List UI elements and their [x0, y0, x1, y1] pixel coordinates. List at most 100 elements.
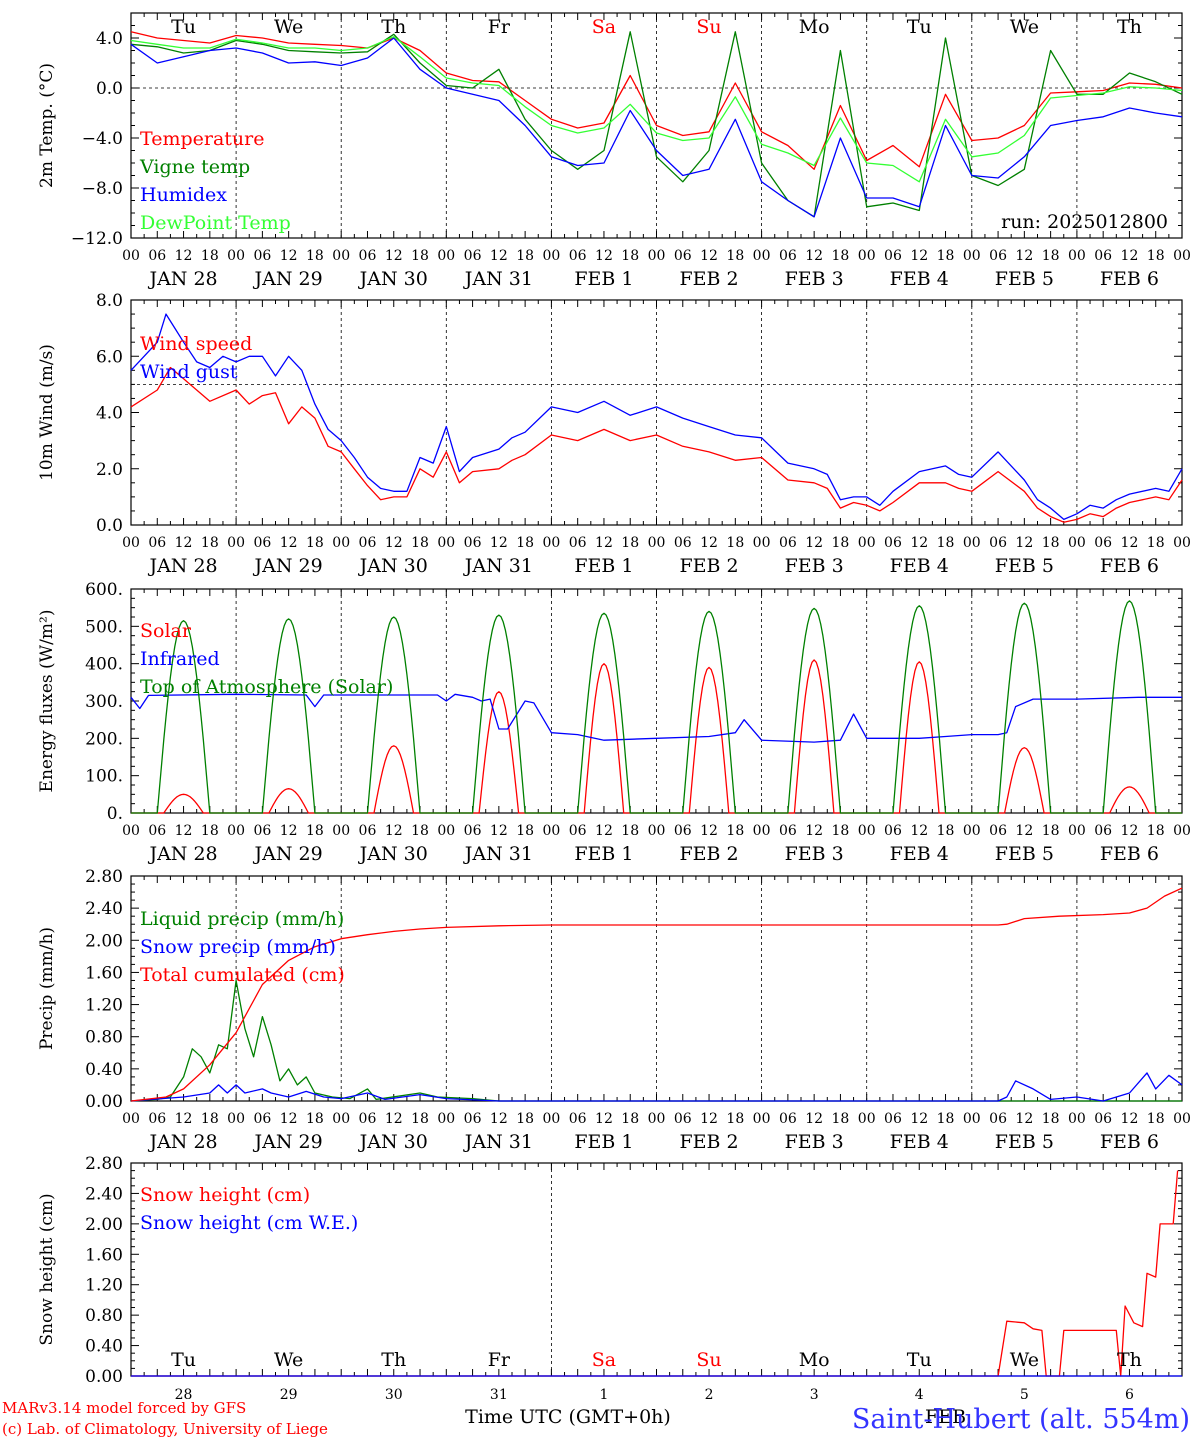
hour-label: 12 [805, 1111, 823, 1127]
weekday-label: Th [381, 16, 406, 38]
hour-label: 06 [253, 535, 271, 551]
hour-label: 12 [280, 1111, 298, 1127]
hour-label: 12 [490, 535, 508, 551]
legend-entry: Wind gust [140, 361, 238, 383]
hour-label: 00 [542, 823, 560, 839]
hour-label: 12 [1121, 248, 1139, 264]
hour-label: 18 [411, 1111, 429, 1127]
hour-label: 06 [464, 535, 482, 551]
weekday-label-bottom: Fr [488, 1349, 511, 1371]
hour-label: 18 [306, 1111, 324, 1127]
hour-label: 18 [1042, 1111, 1060, 1127]
y-axis-label: Snow height (cm) [37, 1193, 57, 1345]
day-number: 1 [599, 1387, 608, 1403]
hour-label: 06 [989, 823, 1007, 839]
series-line-dewpoint-temp [130, 36, 1183, 183]
hour-label: 18 [201, 535, 219, 551]
legend-entry: Humidex [140, 184, 227, 206]
hour-label: 18 [832, 248, 850, 264]
weekday-label: We [1010, 16, 1039, 38]
hour-label: 12 [490, 1111, 508, 1127]
panel-5: 0.00 0.40 0.80 1.20 1.60 2.00 2.40 2.80 Snow hei… [37, 1154, 1183, 1387]
y-axis-label: 2m Temp. (°C) [37, 63, 57, 188]
y-axis-label: Precip (mm/h) [37, 927, 57, 1050]
hour-label: 18 [621, 248, 639, 264]
hour-label: 06 [884, 1111, 902, 1127]
hour-label: 06 [1094, 535, 1112, 551]
hour-label: 00 [1068, 823, 1086, 839]
y-tick-label: 0. [107, 804, 123, 824]
weekday-label: Mo [799, 16, 830, 38]
hour-label: 00 [542, 1111, 560, 1127]
date-label: FEB 6 [1100, 555, 1159, 577]
hour-label: 12 [385, 535, 403, 551]
hour-label: 00 [437, 1111, 455, 1127]
hour-label: 12 [910, 535, 928, 551]
hour-label: 00 [1068, 535, 1086, 551]
hour-label: 18 [1042, 535, 1060, 551]
hour-label: 12 [910, 823, 928, 839]
hour-label: 00 [332, 535, 350, 551]
hour-label: 00 [122, 823, 140, 839]
date-label: FEB 2 [679, 555, 738, 577]
hour-label: 00 [542, 248, 560, 264]
series-line-top-of-atmosphere-solar- [131, 600, 1182, 814]
date-label: FEB 4 [890, 1131, 949, 1153]
hour-label: 18 [201, 1111, 219, 1127]
series-line-vigne-temp [130, 31, 1183, 218]
hour-label: 06 [359, 248, 377, 264]
hour-label: 06 [884, 823, 902, 839]
hour-label: 06 [1094, 1111, 1112, 1127]
y-tick-label: 1.60 [85, 1245, 123, 1265]
hour-label: 06 [359, 535, 377, 551]
hour-label: 12 [1121, 823, 1139, 839]
y-tick-label: 4.0 [96, 404, 123, 424]
hour-label: 00 [437, 823, 455, 839]
hour-label: 06 [464, 248, 482, 264]
hour-label: 06 [148, 535, 166, 551]
date-label: FEB 6 [1100, 1131, 1159, 1153]
y-tick-label: 8.0 [96, 291, 123, 311]
date-label: JAN 31 [463, 1131, 533, 1153]
hour-label: 00 [858, 535, 876, 551]
month-label: FEB [925, 1406, 966, 1428]
day-number: 28 [175, 1387, 193, 1403]
hour-label: 00 [753, 248, 771, 264]
plot-frame [130, 588, 1183, 814]
hour-label: 18 [516, 823, 534, 839]
hour-label: 00 [1173, 823, 1191, 839]
y-tick-label: 300. [85, 692, 123, 712]
hour-label: 12 [385, 823, 403, 839]
hour-label: 06 [779, 1111, 797, 1127]
weekday-label-bottom: We [1010, 1349, 1039, 1371]
day-number: 29 [280, 1387, 298, 1403]
hour-label: 00 [648, 1111, 666, 1127]
date-label: FEB 5 [995, 1131, 1054, 1153]
date-label: JAN 31 [463, 268, 533, 290]
hour-label: 00 [1173, 248, 1191, 264]
hour-label: 12 [385, 1111, 403, 1127]
legend-entry: Vigne temp [139, 156, 250, 178]
hour-label: 12 [700, 1111, 718, 1127]
date-label: JAN 28 [147, 843, 217, 865]
hour-label: 12 [1015, 248, 1033, 264]
hour-label: 18 [832, 535, 850, 551]
hour-label: 18 [937, 248, 955, 264]
y-tick-label: 1.20 [85, 1276, 123, 1296]
hour-label: 00 [963, 823, 981, 839]
hour-label: 12 [910, 248, 928, 264]
hour-label: 06 [148, 823, 166, 839]
hour-label: 18 [516, 248, 534, 264]
hour-label: 06 [253, 1111, 271, 1127]
hour-label: 06 [569, 535, 587, 551]
day-number: 31 [490, 1387, 508, 1403]
panel-2: 0.0 2.0 4.0 6.0 8.0 10m Wind (m/s) Wind speed W… [37, 291, 1191, 577]
date-label: JAN 29 [253, 555, 323, 577]
weekday-label-bottom: Tu [907, 1349, 932, 1371]
day-number: 4 [915, 1387, 924, 1403]
date-label: FEB 1 [574, 555, 633, 577]
hour-label: 12 [490, 248, 508, 264]
hour-label: 12 [595, 248, 613, 264]
hour-label: 00 [858, 1111, 876, 1127]
